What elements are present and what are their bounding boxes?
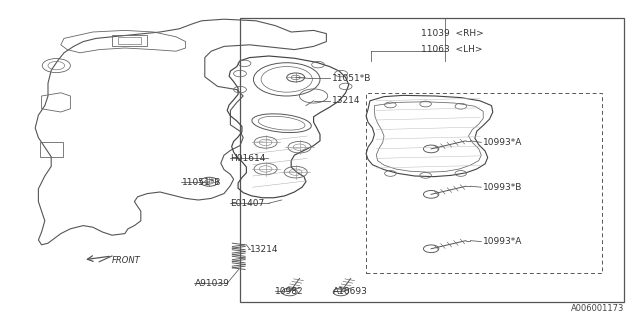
Text: 11051*B: 11051*B xyxy=(182,178,222,187)
Bar xyxy=(366,93,602,273)
Bar xyxy=(240,18,624,302)
Text: H01614: H01614 xyxy=(230,154,266,163)
Text: 10993*A: 10993*A xyxy=(483,138,523,147)
Text: 10993*A: 10993*A xyxy=(483,237,523,246)
Text: 11063  <LH>: 11063 <LH> xyxy=(421,45,483,54)
Bar xyxy=(112,35,147,46)
Text: 10993*B: 10993*B xyxy=(483,183,523,192)
Text: 13214: 13214 xyxy=(250,245,278,254)
Text: E01407: E01407 xyxy=(230,199,265,208)
Bar xyxy=(118,37,141,44)
Text: A10693: A10693 xyxy=(333,287,367,296)
Text: FRONT: FRONT xyxy=(112,256,141,265)
Text: 13214: 13214 xyxy=(332,96,360,105)
Text: A91039: A91039 xyxy=(195,279,230,288)
Text: A006001173: A006001173 xyxy=(571,304,624,313)
Text: 11051*B: 11051*B xyxy=(332,74,371,83)
Text: 11039  <RH>: 11039 <RH> xyxy=(421,29,484,38)
Text: 10982: 10982 xyxy=(275,287,304,296)
Bar xyxy=(40,142,63,157)
